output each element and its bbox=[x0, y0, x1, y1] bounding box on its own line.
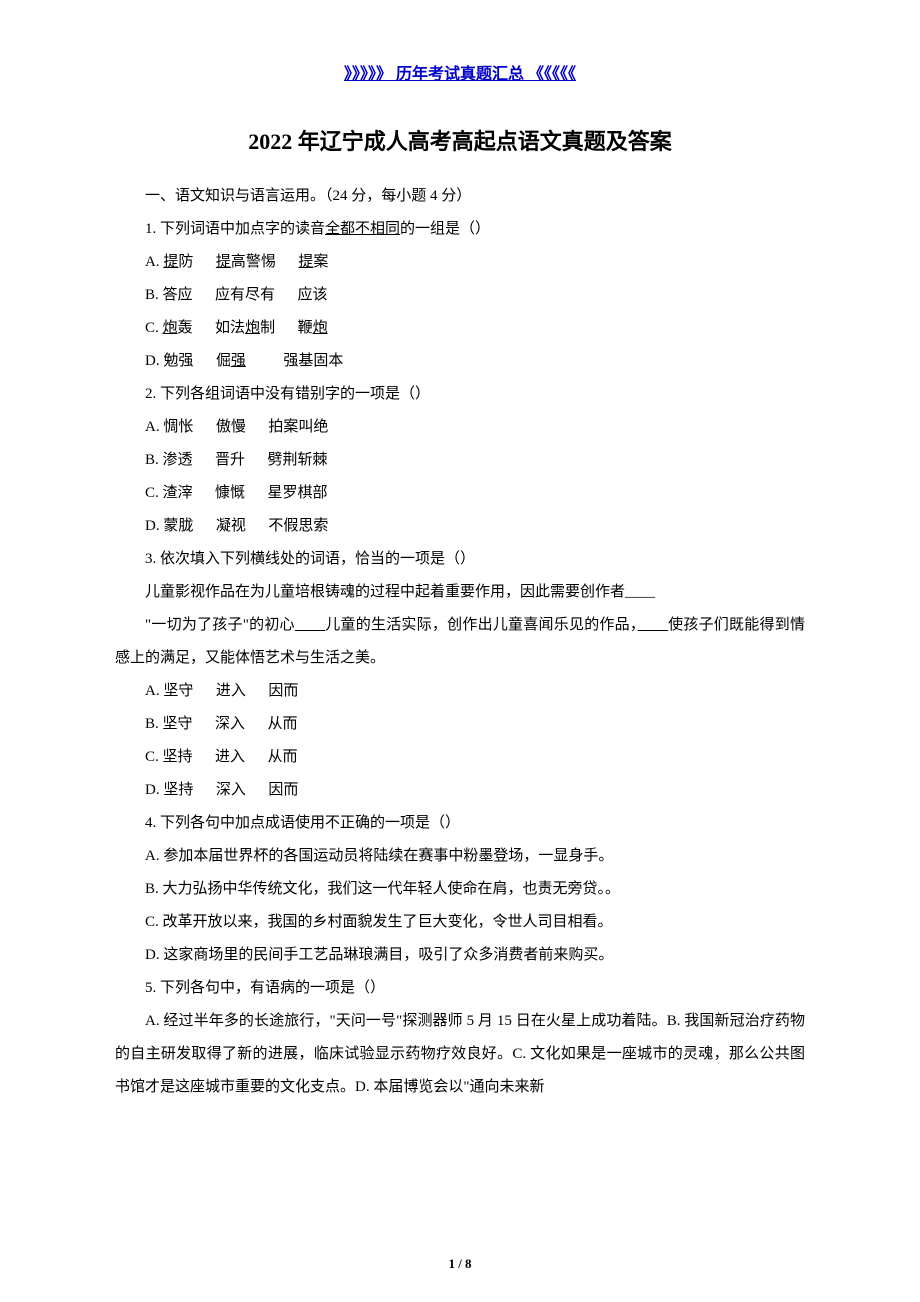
q2-option-b: B. 渗透 晋升 劈荆斩棘 bbox=[115, 444, 805, 477]
section-heading: 一、语文知识与语言运用。（24 分，每小题 4 分） bbox=[115, 180, 805, 213]
context-text: "一切为了孩子"的初心 bbox=[145, 617, 295, 633]
q1-option-d: D. 勉强 倔强 强基固本 bbox=[115, 345, 805, 378]
opt-word: 惆怅 bbox=[163, 419, 193, 435]
opt-word: 晋升 bbox=[215, 452, 245, 468]
opt-word: 进入 bbox=[216, 683, 246, 699]
opt-word: 慷慨 bbox=[215, 485, 245, 501]
opt-word: 不假思索 bbox=[268, 518, 328, 534]
opt-word: 凝视 bbox=[216, 518, 246, 534]
question-4-stem: 4. 下列各句中加点成语使用不正确的一项是（） bbox=[115, 807, 805, 840]
opt-word: 进入 bbox=[215, 749, 245, 765]
q5-paragraph: A. 经过半年多的长途旅行，"天问一号"探测器师 5 月 15 日在火星上成功着… bbox=[115, 1005, 805, 1104]
q3-option-d: D. 坚持 深入 因而 bbox=[115, 774, 805, 807]
opt-label: C. bbox=[145, 320, 159, 336]
q4-option-b: B. 大力弘扬中华传统文化，我们这一代年轻人使命在肩，也责无旁贷。。 bbox=[115, 873, 805, 906]
opt-word: 提 bbox=[163, 254, 178, 270]
blank bbox=[295, 617, 325, 633]
opt-label: C. bbox=[145, 485, 159, 501]
opt-word: 强基固本 bbox=[283, 353, 343, 369]
opt-word: 渗透 bbox=[163, 452, 193, 468]
opt-word: 应该 bbox=[298, 287, 328, 303]
opt-label: B. bbox=[145, 452, 159, 468]
opt-word: 炮 bbox=[313, 320, 328, 336]
opt-word: 应有尽有 bbox=[215, 287, 275, 303]
question-1-stem: 1. 下列词语中加点字的读音全都不相同的一组是（） bbox=[115, 213, 805, 246]
archive-link[interactable]: 》》》》》 历年考试真题汇总 《《《《《 bbox=[344, 66, 576, 83]
opt-label: D. bbox=[145, 353, 160, 369]
q3-option-b: B. 坚守 深入 从而 bbox=[115, 708, 805, 741]
opt-word: 强 bbox=[231, 353, 246, 369]
blank bbox=[638, 617, 668, 633]
question-3-stem: 3. 依次填入下列横线处的词语，恰当的一项是（） bbox=[115, 543, 805, 576]
opt-label: A. bbox=[145, 419, 160, 435]
opt-word: 提 bbox=[298, 254, 313, 270]
q4-option-d: D. 这家商场里的民间手工艺品琳琅满目，吸引了众多消费者前来购买。 bbox=[115, 939, 805, 972]
opt-label: B. bbox=[145, 287, 159, 303]
q1-stem-suffix: 的一组是（） bbox=[400, 221, 490, 237]
opt-word: 答应 bbox=[163, 287, 193, 303]
q1-stem-underline: 全都不相同 bbox=[325, 221, 400, 237]
opt-word: 深入 bbox=[216, 782, 246, 798]
opt-word: 炮 bbox=[163, 320, 178, 336]
opt-label: A. bbox=[145, 254, 160, 270]
q4-option-c: C. 改革开放以来，我国的乡村面貌发生了巨大变化，令世人司目相看。 bbox=[115, 906, 805, 939]
opt-word: 拍案叫绝 bbox=[268, 419, 328, 435]
opt-word: 因而 bbox=[268, 782, 298, 798]
header-link-container: 》》》》》 历年考试真题汇总 《《《《《 bbox=[115, 60, 805, 84]
opt-word: 劈荆斩棘 bbox=[268, 452, 328, 468]
q3-option-c: C. 坚持 进入 从而 bbox=[115, 741, 805, 774]
opt-label: D. bbox=[145, 782, 160, 798]
opt-word: 渣滓 bbox=[163, 485, 193, 501]
q1-option-a: A. 提防 提高警惕 提案 bbox=[115, 246, 805, 279]
opt-word: 从而 bbox=[268, 716, 298, 732]
page-number: 1 / 8 bbox=[448, 1256, 471, 1272]
opt-word: 勉强 bbox=[163, 353, 193, 369]
opt-word: 坚持 bbox=[163, 782, 193, 798]
opt-label: C. bbox=[145, 749, 159, 765]
context-text: 儿童的生活实际，创作出儿童喜闻乐见的作品， bbox=[325, 617, 637, 633]
q4-option-a: A. 参加本届世界杯的各国运动员将陆续在赛事中粉墨登场，一显身手。 bbox=[115, 840, 805, 873]
q2-option-a: A. 惆怅 傲慢 拍案叫绝 bbox=[115, 411, 805, 444]
context-text: 儿童影视作品在为儿童培根铸魂的过程中起着重要作用，因此需要创作者____ bbox=[145, 584, 655, 600]
question-2-stem: 2. 下列各组词语中没有错别字的一项是（） bbox=[115, 378, 805, 411]
q1-option-c: C. 炮轰 如法炮制 鞭炮 bbox=[115, 312, 805, 345]
page-title: 2022 年辽宁成人高考高起点语文真题及答案 bbox=[115, 124, 805, 156]
opt-label: A. bbox=[145, 683, 160, 699]
opt-word: 因而 bbox=[268, 683, 298, 699]
opt-word: 炮 bbox=[245, 320, 260, 336]
opt-word: 坚守 bbox=[163, 683, 193, 699]
opt-word: 蒙胧 bbox=[163, 518, 193, 534]
opt-word: 坚持 bbox=[163, 749, 193, 765]
opt-word: 提 bbox=[216, 254, 231, 270]
q3-option-a: A. 坚守 进入 因而 bbox=[115, 675, 805, 708]
opt-word: 深入 bbox=[215, 716, 245, 732]
question-3-context1: 儿童影视作品在为儿童培根铸魂的过程中起着重要作用，因此需要创作者____ bbox=[115, 576, 805, 609]
opt-word: 傲慢 bbox=[216, 419, 246, 435]
q1-option-b: B. 答应 应有尽有 应该 bbox=[115, 279, 805, 312]
opt-label: D. bbox=[145, 518, 160, 534]
opt-word: 坚守 bbox=[163, 716, 193, 732]
opt-word: 从而 bbox=[268, 749, 298, 765]
q2-option-d: D. 蒙胧 凝视 不假思索 bbox=[115, 510, 805, 543]
question-5-stem: 5. 下列各句中，有语病的一项是（） bbox=[115, 972, 805, 1005]
q2-option-c: C. 渣滓 慷慨 星罗棋部 bbox=[115, 477, 805, 510]
q1-stem-prefix: 1. 下列词语中加点字的读音 bbox=[145, 221, 325, 237]
question-3-context2: "一切为了孩子"的初心 儿童的生活实际，创作出儿童喜闻乐见的作品， 使孩子们既能… bbox=[115, 609, 805, 675]
opt-word: 星罗棋部 bbox=[268, 485, 328, 501]
opt-label: B. bbox=[145, 716, 159, 732]
